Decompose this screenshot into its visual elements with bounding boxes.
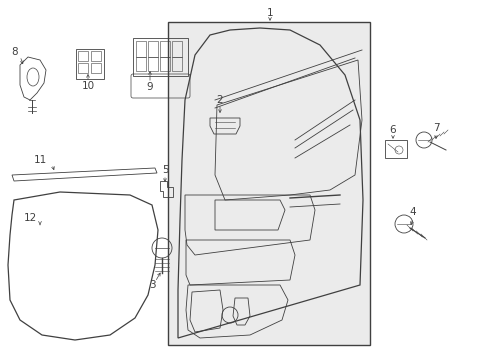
Text: 6: 6 [390, 125, 396, 135]
Text: 5: 5 [162, 165, 168, 175]
Bar [78, 63, 88, 73]
Text: 9: 9 [147, 82, 153, 92]
Text: 8: 8 [12, 47, 18, 57]
Bar [148, 57, 158, 71]
Bar [136, 41, 146, 57]
Text: 4: 4 [410, 207, 416, 217]
Text: 12: 12 [24, 213, 37, 223]
Bar [133, 38, 188, 76]
Bar [385, 140, 407, 158]
Text: 2: 2 [217, 95, 223, 105]
Bar [168, 22, 370, 345]
Bar [160, 41, 170, 57]
Text: 11: 11 [33, 155, 47, 165]
Bar [91, 51, 101, 61]
Bar [160, 57, 170, 71]
Text: 7: 7 [433, 123, 440, 133]
Bar [172, 57, 182, 71]
Text: 10: 10 [81, 81, 95, 91]
Text: 3: 3 [148, 280, 155, 290]
Bar [78, 51, 88, 61]
Bar [76, 49, 104, 79]
Bar [136, 57, 146, 71]
Bar [148, 41, 158, 57]
Bar [91, 63, 101, 73]
Bar [172, 41, 182, 57]
Text: 1: 1 [267, 8, 273, 18]
